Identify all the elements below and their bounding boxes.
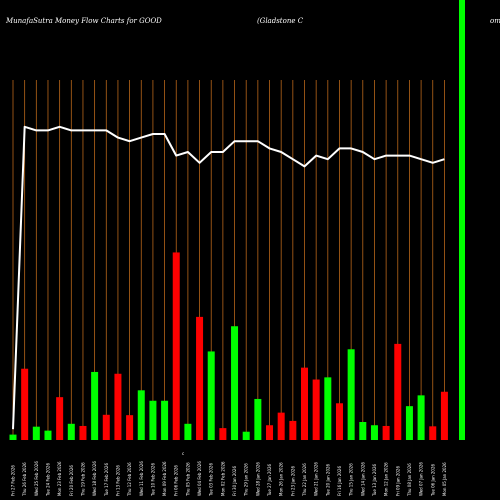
money-flow-bar — [126, 415, 134, 440]
money-flow-bar — [114, 373, 122, 440]
date-tick-label: Fri 16 Jan 2026 — [337, 466, 342, 496]
date-tick-label: Wed 14 Jan 2026 — [360, 462, 365, 496]
date-tick-label: Fri 06 Feb 2026 — [174, 465, 179, 496]
chart-title: MunafaSutra Money Flow Charts for GOOD — [5, 17, 162, 25]
date-tick-label: Thu 05 Feb 2026 — [185, 462, 190, 497]
money-flow-bar — [382, 425, 390, 440]
money-flow-bar — [44, 430, 52, 440]
money-flow-bar — [67, 423, 75, 440]
date-tick-label: Tue 03 Feb 2026 — [209, 463, 214, 497]
money-flow-line — [12, 125, 445, 430]
date-tick-label: Fri 23 Jan 2026 — [290, 466, 295, 496]
money-flow-bar — [277, 412, 285, 440]
money-flow-bar — [417, 395, 425, 440]
money-flow-bar — [196, 316, 204, 440]
money-flow-bar — [440, 391, 448, 440]
money-flow-bar — [335, 403, 343, 440]
money-flow-bar — [56, 397, 64, 440]
date-tick-label: Fri 13 Feb 2026 — [115, 465, 120, 496]
chart-subtitle: (Gladstone C — [257, 17, 304, 25]
date-tick-label: Thu 29 Jan 2026 — [244, 463, 249, 497]
money-flow-bar — [347, 349, 355, 440]
money-flow-bar — [161, 400, 169, 440]
money-flow-bar — [219, 428, 227, 440]
money-flow-bar — [32, 426, 40, 440]
date-tick-label: Tue 24 Feb 2026 — [45, 463, 50, 497]
date-tick-label: Fri 27 Feb 2026 — [11, 465, 16, 496]
date-tick-label: Tue 13 Jan 2026 — [372, 463, 377, 497]
grid-lines — [12, 80, 445, 440]
date-tick-label: Mon 23 Feb 2026 — [57, 461, 62, 496]
money-flow-bar — [207, 351, 215, 440]
bars — [9, 252, 448, 440]
money-flow-bar — [301, 367, 308, 440]
money-flow-bar — [79, 425, 87, 440]
date-tick-label: Wed 25 Feb 2026 — [34, 461, 39, 496]
chart-subtitle-overflow: om — [490, 17, 500, 25]
date-tick-label: Thu 19 Feb 2026 — [80, 462, 85, 497]
date-tick-label: Wed 07 Jan 2026 — [419, 462, 424, 496]
date-tick-label: Tue 10 Feb 2026 — [150, 463, 155, 497]
date-tick-label: Thu 22 Jan 2026 — [302, 463, 307, 497]
money-flow-bar — [405, 406, 413, 440]
money-flow-bar — [172, 252, 180, 440]
date-tick-label: Fri 20 Feb 2026 — [69, 465, 74, 496]
date-tick-label: Mon 26 Jan 2026 — [279, 462, 284, 496]
money-flow-line-group — [12, 125, 445, 430]
date-tick-label: Fri 09 Jan 2026 — [395, 466, 400, 496]
date-tick-label: Tue 17 Feb 2026 — [104, 463, 109, 497]
money-flow-bar — [9, 434, 17, 440]
money-flow-bar — [149, 400, 157, 440]
money-flow-bar — [429, 426, 437, 440]
date-tick-label: Mon 05 Jan 2026 — [442, 462, 447, 496]
date-tick-label: Wed 11 Feb 2026 — [139, 461, 144, 496]
money-flow-bar — [231, 326, 239, 440]
date-tick-label: Tue 27 Jan 2026 — [267, 463, 272, 497]
money-flow-bar — [312, 379, 320, 440]
axis-marker: c — [182, 451, 184, 456]
date-tick-label: Thu 26 Feb 2026 — [22, 462, 27, 497]
money-flow-bar — [91, 371, 99, 440]
date-tick-label: Wed 28 Jan 2026 — [255, 462, 260, 496]
money-flow-bar — [370, 425, 378, 440]
date-tick-label: Fri 30 Jan 2026 — [232, 466, 237, 496]
date-tick-label: Thu 12 Feb 2026 — [127, 462, 132, 497]
date-tick-label: Wed 18 Feb 2026 — [92, 461, 97, 496]
money-flow-bar — [266, 425, 274, 440]
money-flow-bar — [137, 390, 145, 440]
date-tick-label: Mon 09 Feb 2026 — [162, 461, 167, 496]
money-flow-bar — [359, 422, 367, 440]
money-flow-bar — [394, 343, 402, 440]
date-tick-label: Mon 02 Feb 2026 — [220, 461, 225, 496]
money-flow-bar — [254, 398, 262, 440]
money-flow-bar — [324, 377, 332, 440]
date-tick-label: Thu 15 Jan 2026 — [349, 463, 354, 497]
money-flow-bar — [289, 420, 297, 440]
money-flow-bar — [102, 414, 110, 440]
date-tick-label: Thu 08 Jan 2026 — [407, 463, 412, 497]
money-flow-bar — [184, 423, 192, 440]
money-flow-bar — [242, 431, 250, 440]
highlight-bar — [459, 0, 465, 440]
date-tick-label: Tue 20 Jan 2026 — [325, 463, 330, 497]
date-tick-label: Tue 06 Jan 2026 — [430, 463, 435, 497]
date-tick-label: Mon 12 Jan 2026 — [384, 462, 389, 496]
money-flow-bar — [21, 368, 29, 440]
date-tick-label: Wed 21 Jan 2026 — [314, 462, 319, 496]
date-labels: Fri 27 Feb 2026 Thu 26 Feb 2026 Wed 25 Feb… — [11, 461, 447, 497]
date-tick-label: Wed 04 Feb 2026 — [197, 461, 202, 496]
